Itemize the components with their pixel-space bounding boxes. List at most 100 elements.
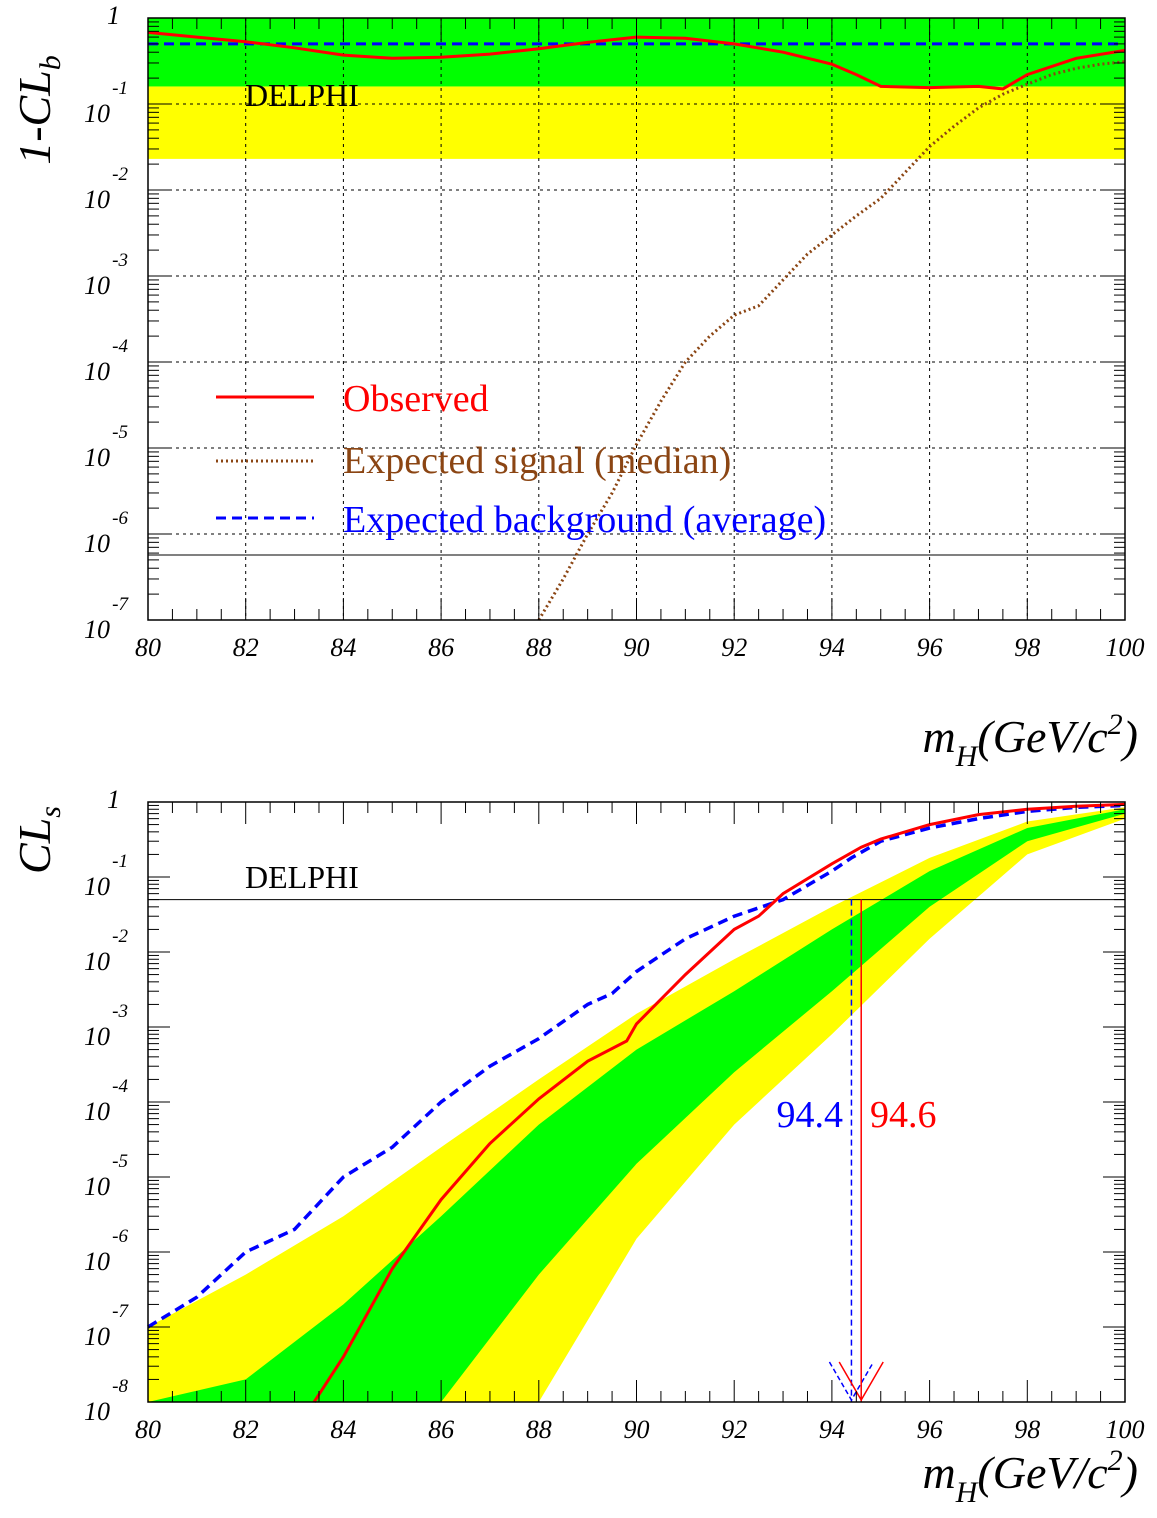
bottom-y-tick-exp: -2 (112, 926, 128, 947)
top-y-tick-exp: -4 (112, 336, 128, 357)
bottom-y-tick-label: 10-8 (84, 1376, 128, 1426)
legend-observed-label: Observed (343, 378, 489, 420)
top-xlabel-main: m (923, 711, 956, 762)
bottom-xlabel-unit: (GeV/c (977, 1447, 1107, 1498)
top-y-tick-base: 10 (84, 443, 110, 472)
top-x-tick-label: 98 (1014, 633, 1040, 662)
bottom-y-tick-exp: -3 (112, 1001, 128, 1022)
top-y-tick-base: 10 (84, 615, 110, 644)
top-x-tick-label: 86 (428, 633, 454, 662)
top-xlabel-sub: H (955, 740, 980, 773)
bottom-y-tick-label: 10-4 (84, 1076, 128, 1126)
bottom-y-tick-exp: -1 (112, 851, 128, 872)
top-y-tick-label: 10-4 (84, 336, 128, 386)
bottom-x-tick-label: 84 (330, 1415, 356, 1444)
bottom-x-tick-label: 80 (135, 1415, 161, 1444)
top-xlabel-exp: 2 (1108, 708, 1123, 741)
bottom-y-axis-title: CLs (9, 806, 67, 874)
bottom-y-tick-exp: -7 (112, 1301, 129, 1322)
bottom-y-tick-base: 10 (84, 1172, 110, 1201)
top-ylabel-sub: b (34, 55, 67, 70)
top-y-tick-exp: -6 (112, 508, 128, 529)
top-watermark: DELPHI (245, 77, 359, 113)
top-y-tick-label: 10-2 (84, 164, 128, 214)
bottom-y-tick-label: 10-7 (84, 1301, 129, 1351)
bottom-x-tick-label: 82 (233, 1415, 259, 1444)
top-y-tick-base: 1 (107, 1, 120, 30)
bottom-x-tick-label: 98 (1014, 1415, 1040, 1444)
bottom-axis-ticks (147, 802, 1126, 1403)
bottom-y-tick-exp: -4 (112, 1076, 128, 1097)
bottom-y-tick-exp: -8 (112, 1376, 128, 1397)
observed-line (147, 30, 1126, 91)
limit-label-background: 94.4 (777, 1094, 844, 1136)
observed-line (312, 802, 1126, 1403)
top-x-tick-label: 96 (917, 633, 943, 662)
svg-text:CLs: CLs (9, 806, 67, 874)
top-y-tick-base: 10 (84, 357, 110, 386)
bottom-panel: 80 82 84 86 88 90 92 94 96 98 100 110-110-210-310-… (9, 785, 1145, 1509)
top-x-tick-label: 100 (1106, 633, 1145, 662)
bottom-y-tick-label: 10-2 (84, 926, 128, 976)
top-y-tick-base: 10 (84, 529, 110, 558)
bottom-y-tick-labels: 110-110-210-310-410-510-610-710-8 (84, 785, 129, 1426)
bottom-x-tick-label: 86 (428, 1415, 454, 1444)
bottom-y-tick-base: 1 (107, 785, 120, 814)
top-x-tick-label: 84 (330, 633, 356, 662)
bottom-watermark: DELPHI (245, 859, 359, 895)
top-panel: 80 82 84 86 88 90 92 94 96 98 100 110-110-210-310-… (9, 1, 1145, 773)
top-y-tick-exp: -2 (112, 164, 128, 185)
bottom-y-tick-exp: -5 (112, 1151, 128, 1172)
top-y-tick-label: 10-6 (84, 508, 128, 558)
bottom-x-tick-label: 88 (526, 1415, 552, 1444)
bottom-xlabel-main: m (923, 1447, 956, 1498)
bottom-xlabel-sub: H (955, 1476, 980, 1509)
bottom-y-tick-label: 1 (107, 785, 120, 814)
top-y-tick-label: 10-7 (84, 594, 129, 644)
bottom-ylabel-main: CL (9, 818, 60, 874)
bottom-x-tick-label: 94 (819, 1415, 845, 1444)
bottom-x-tick-label: 96 (917, 1415, 943, 1444)
top-y-tick-label: 1 (107, 1, 120, 30)
bottom-bands (148, 807, 1125, 1402)
top-y-tick-base: 10 (84, 271, 110, 300)
bottom-x-tick-label: 90 (624, 1415, 650, 1444)
bottom-y-tick-label: 10-6 (84, 1226, 128, 1276)
bottom-y-tick-base: 10 (84, 872, 110, 901)
band-1sigma (148, 809, 1125, 1402)
top-y-axis-title: 1-CLb (9, 55, 67, 165)
top-ylabel-main: 1-CL (9, 70, 60, 165)
top-curves (147, 30, 1126, 621)
top-x-tick-labels: 80 82 84 86 88 90 92 94 96 98 100 (135, 633, 1145, 662)
bottom-y-tick-exp: -6 (112, 1226, 128, 1247)
bottom-y-tick-base: 10 (84, 1322, 110, 1351)
expected-signal-line (537, 60, 1126, 621)
top-x-tick-label: 94 (819, 633, 845, 662)
top-y-tick-exp: -1 (112, 78, 128, 99)
bottom-y-tick-label: 10-5 (84, 1151, 128, 1201)
bottom-curves (147, 802, 1126, 1403)
limit-arrow-observed (838, 1361, 884, 1402)
bottom-xlabel-exp: 2 (1108, 1444, 1123, 1477)
limit-arrow-background (828, 1361, 875, 1402)
bottom-y-tick-label: 10-3 (84, 1001, 128, 1051)
top-y-tick-exp: -3 (112, 250, 128, 271)
top-xlabel-unit: (GeV/c (977, 711, 1107, 762)
bottom-ylabel-sub: s (34, 806, 67, 818)
bottom-y-tick-label: 10-1 (84, 851, 128, 901)
bottom-y-tick-base: 10 (84, 1097, 110, 1126)
top-legend: Observed Expected signal (median) Expect… (216, 378, 826, 541)
bottom-y-tick-base: 10 (84, 947, 110, 976)
top-x-axis-title: mH(GeV/c2) (923, 708, 1139, 773)
bottom-x-tick-label: 100 (1106, 1415, 1145, 1444)
top-y-tick-labels: 110-110-210-310-410-510-610-7 (84, 1, 129, 644)
top-y-tick-exp: -5 (112, 422, 128, 443)
expected-background-line (147, 803, 1126, 1329)
bottom-y-tick-base: 10 (84, 1247, 110, 1276)
top-y-tick-exp: -7 (112, 594, 129, 615)
top-y-tick-label: 10-3 (84, 250, 128, 300)
top-y-tick-base: 10 (84, 99, 110, 128)
bottom-x-axis-title: mH(GeV/c2) (923, 1444, 1139, 1509)
top-x-tick-label: 80 (135, 633, 161, 662)
